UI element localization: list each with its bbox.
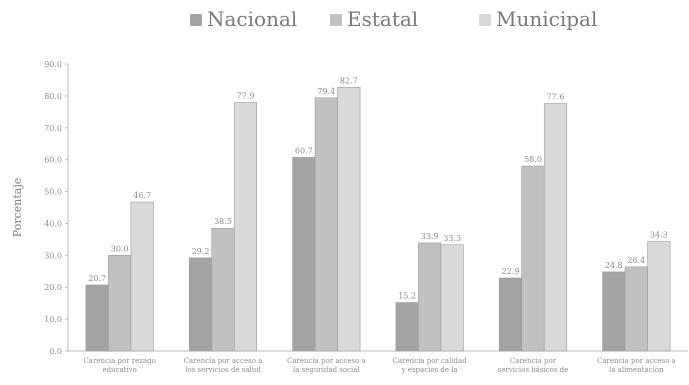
category-label: Carencia por rezago educativo [83,357,155,374]
data-label-estatal-4: 58.0 [524,155,542,164]
bar-estatal-4 [521,165,545,352]
category-label: Carencia por servicios básicos de [498,357,569,374]
bar-municipal-2 [337,86,361,352]
bar-estatal-5 [624,266,648,352]
data-label-municipal-0: 46.7 [133,191,151,200]
bar-estatal-0 [108,255,132,352]
bar-nacional-0 [85,284,109,352]
data-label-estatal-0: 30.0 [111,244,129,253]
category-label: Carencia por acceso a los servicios de sa… [184,357,263,374]
bar-estatal-3 [418,242,442,352]
bar-nacional-5 [602,271,626,352]
category-label-line: la seguridad social [293,366,360,374]
data-label-estatal-1: 38.5 [214,217,232,226]
y-tick-label: 0.0 [49,347,62,356]
category-label-line: la alimentación [609,366,664,374]
category-label-line: Carencia por [510,357,557,365]
data-label-estatal-2: 79.4 [317,87,335,96]
legend-label-nacional: Nacional [207,7,297,31]
bar-nacional-2 [292,157,316,352]
bar-nacional-3 [395,302,419,352]
legend-label-estatal: Estatal [347,7,418,31]
legend-swatch-municipal [479,14,491,26]
y-tick-label: 10.0 [44,315,62,324]
bar-municipal-1 [233,102,258,352]
category-label-line: Carencia por rezago [83,357,155,365]
data-label-estatal-5: 26.4 [627,256,645,265]
data-label-nacional-2: 60.7 [295,146,313,155]
category-label: Carencia por calidad y espacios de la [393,357,468,374]
bar-nacional-4 [498,277,523,352]
bar-estatal-2 [314,97,338,352]
y-axis-label: Porcentaje [11,178,24,238]
data-label-municipal-5: 34.3 [650,231,668,240]
y-tick-label: 30.0 [44,251,62,260]
bar-municipal-3 [440,244,464,352]
category-label-line: Carencia por acceso a [597,357,676,365]
data-label-nacional-5: 24.8 [605,261,623,270]
data-label-nacional-1: 29.2 [192,247,210,256]
data-label-municipal-2: 82.7 [340,76,358,85]
y-tick-label: 50.0 [44,188,62,197]
data-label-nacional-4: 22.9 [502,267,520,276]
legend-swatch-estatal [330,14,342,26]
data-label-nacional-0: 20.7 [88,274,106,283]
y-tick-label: 80.0 [44,92,62,101]
legend-label-municipal: Municipal [496,7,597,31]
bar-municipal-5 [647,241,671,352]
category-label-line: y espacios de la [401,366,458,374]
bar-municipal-0 [130,201,154,352]
bar-nacional-1 [188,257,213,352]
data-label-municipal-4: 77.6 [547,93,565,102]
category-label-line: servicios básicos de [498,366,569,374]
y-tick-label: 20.0 [44,283,62,292]
bar-estatal-1 [211,227,235,352]
y-tick-label: 90.0 [44,60,62,69]
y-tick-label: 70.0 [44,124,62,133]
bar-municipal-4 [543,103,568,352]
category-label-line: los servicios de salud [185,366,261,374]
y-tick-label: 40.0 [44,219,62,228]
data-label-nacional-3: 15.2 [398,292,416,301]
category-label-line: Carencia por calidad [393,357,468,365]
category-label-line: educativo [102,366,136,374]
category-label-line: Carencia por acceso a [184,357,263,365]
data-label-estatal-3: 33.9 [421,232,439,241]
category-label-line: Carencia por acceso a [287,357,366,365]
category-label: Carencia por acceso a la alimentación [597,357,676,374]
data-label-municipal-1: 77.9 [237,92,255,101]
category-label: Carencia por acceso a la seguridad social [287,357,366,374]
legend-swatch-nacional [190,14,202,26]
data-label-municipal-3: 33.3 [443,234,461,243]
y-tick-label: 60.0 [44,156,62,165]
